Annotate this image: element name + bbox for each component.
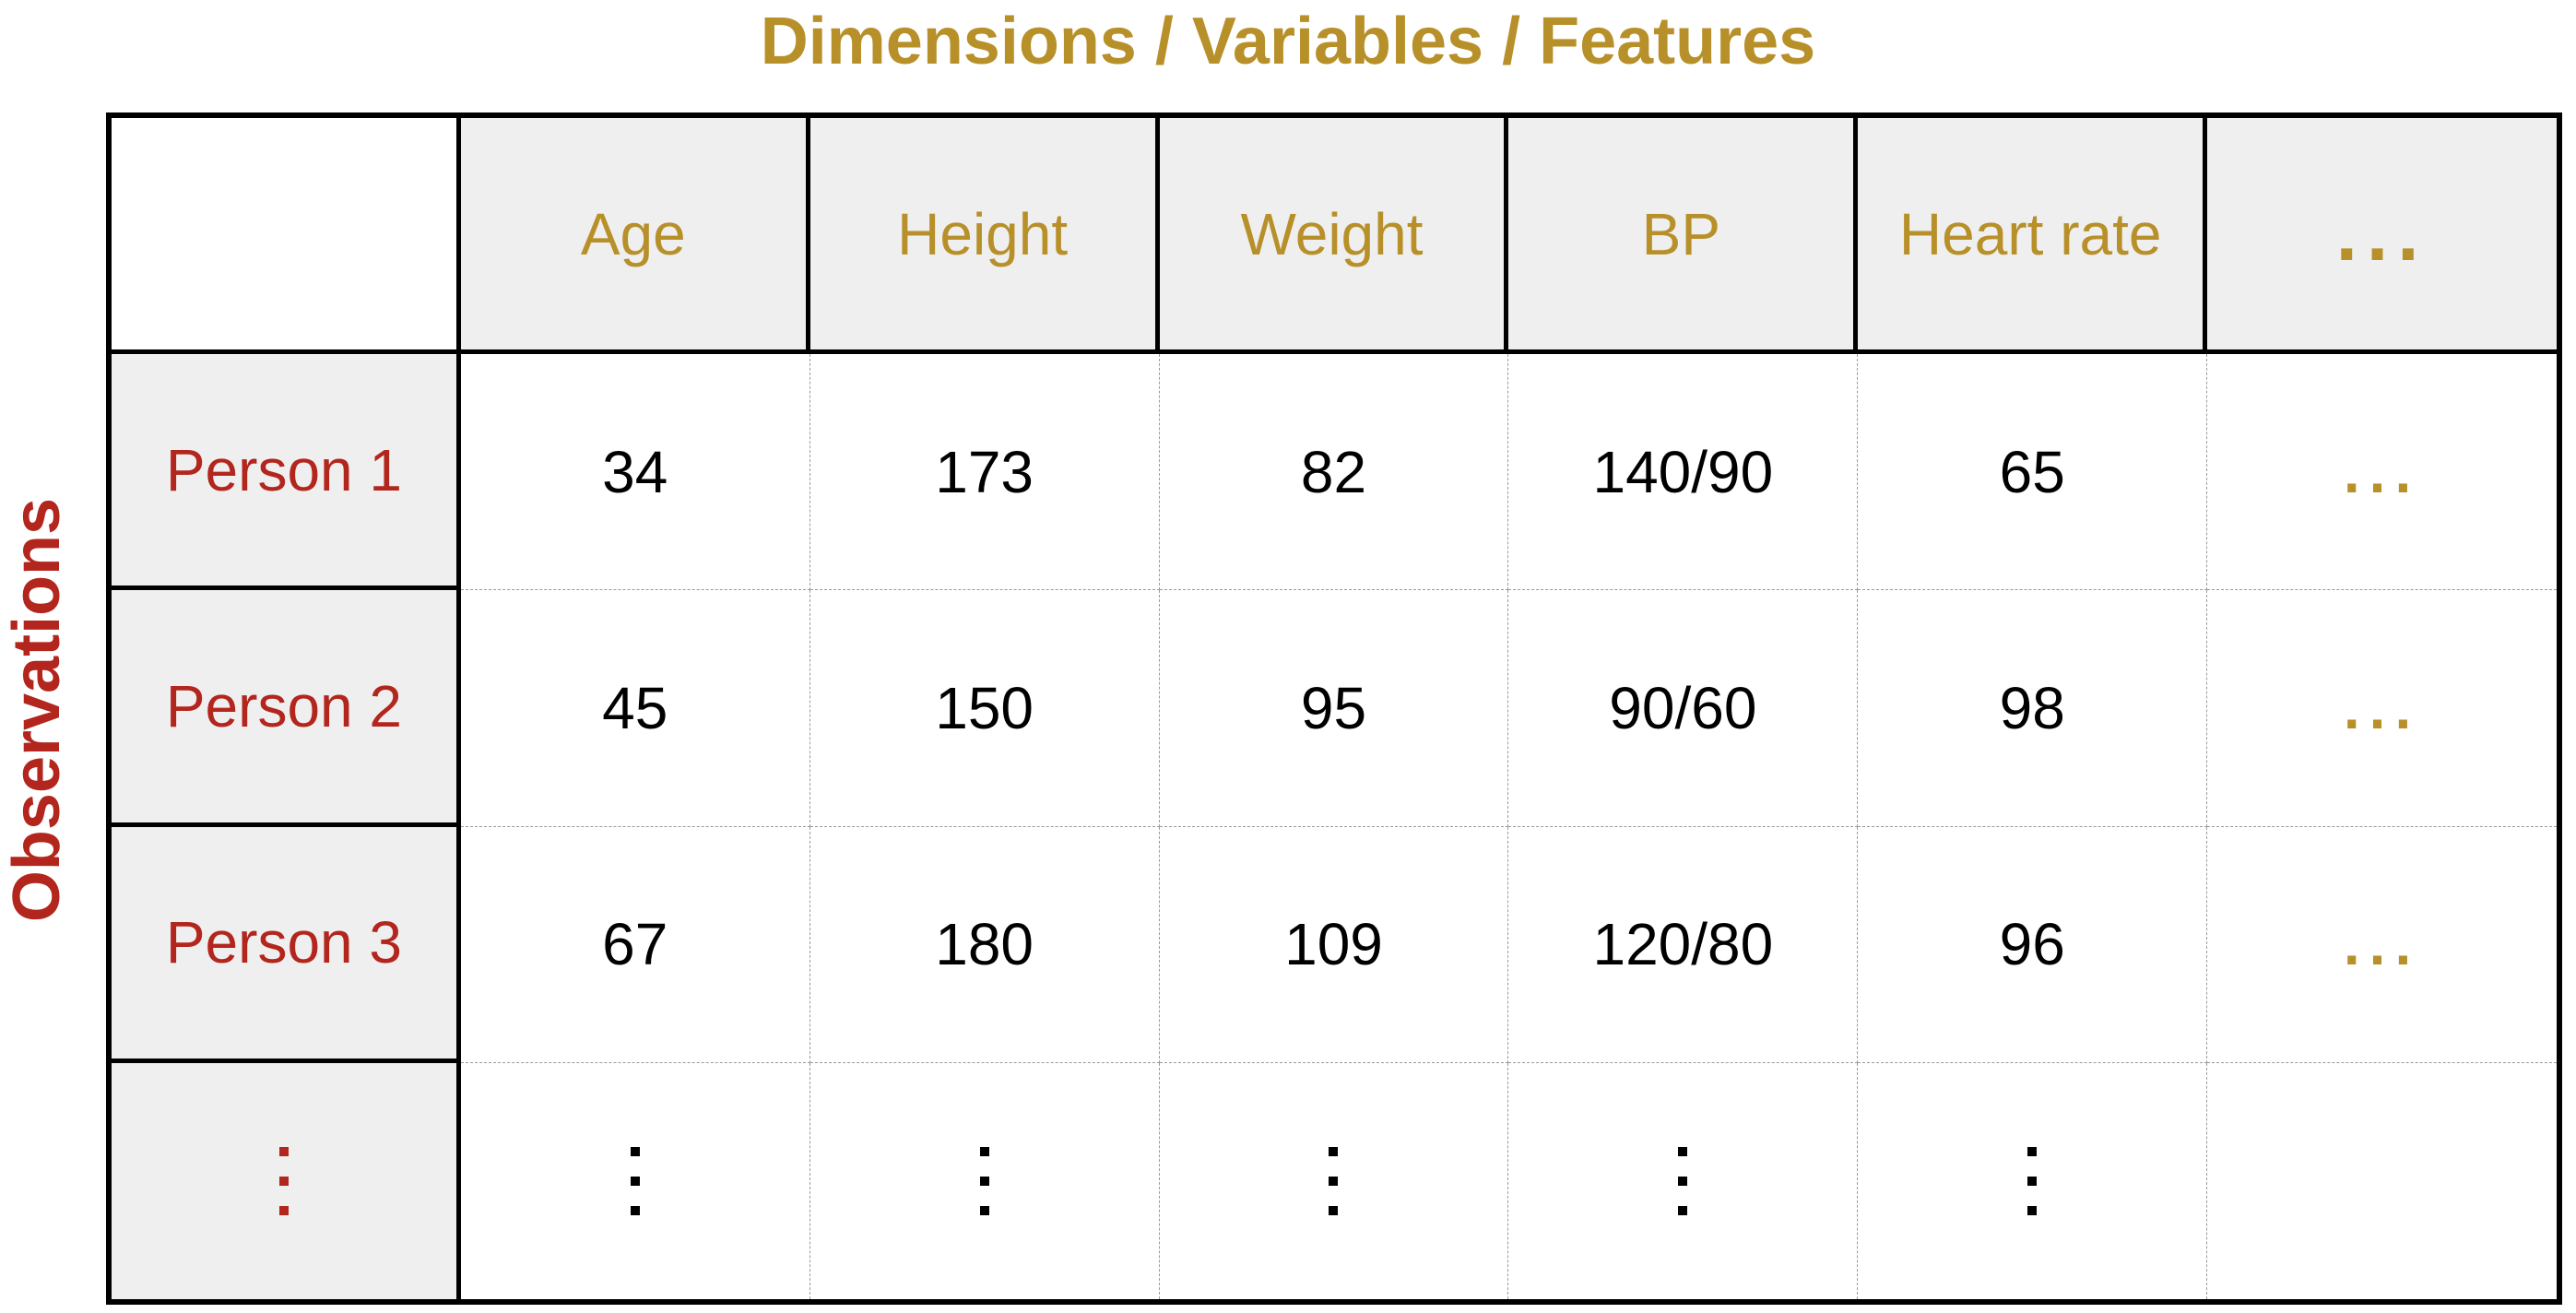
data-cell: 180 [809,826,1160,1063]
row-header-person-2: Person 2 [112,590,461,827]
more-values-ellipsis: ... [2343,438,2421,505]
data-cell: 98 [1858,590,2208,827]
data-cell-more [1160,1062,1509,1299]
data-cell: 82 [1159,354,1509,591]
data-cell: 65 [1858,354,2208,591]
data-cell-more: ... [2207,354,2557,591]
data-cell: 150 [809,590,1160,827]
more-columns-ellipsis: ... [2335,190,2428,278]
data-cell-more [1858,1062,2208,1299]
column-header-height: Height [809,118,1160,355]
data-cell: 140/90 [1508,354,1859,591]
vertical-ellipsis [1329,1146,1339,1215]
column-header-bp: BP [1508,118,1859,355]
more-values-ellipsis: ... [2343,911,2421,978]
vertical-ellipsis [1678,1146,1688,1215]
data-cell: 34 [460,354,810,591]
data-cell: 109 [1159,826,1509,1063]
column-header-weight: Weight [1159,118,1509,355]
vertical-ellipsis [979,1146,989,1215]
data-cell-empty [2207,1063,2557,1299]
more-values-ellipsis: ... [2343,674,2421,741]
data-cell-more [461,1062,810,1299]
data-matrix: Age Height Weight BP Heart rate ... Pers… [106,112,2562,1305]
vertical-ellipsis [2027,1146,2038,1215]
data-cell-more: ... [2207,590,2557,827]
data-cell: 45 [460,590,810,827]
row-header-person-1: Person 1 [112,354,461,591]
data-cell-more [810,1062,1160,1299]
vertical-ellipsis [630,1146,640,1215]
column-header-age: Age [460,118,810,355]
data-cell: 120/80 [1508,826,1859,1063]
data-cell-more: ... [2207,827,2557,1063]
data-cell-more [1508,1062,1859,1299]
row-header-more [112,1062,461,1299]
column-header-heart-rate: Heart rate [1858,118,2208,355]
corner-cell [112,118,461,355]
column-header-more: ... [2207,118,2557,355]
row-header-person-3: Person 3 [112,826,461,1063]
data-cell: 95 [1159,590,1509,827]
data-cell: 96 [1858,826,2208,1063]
observations-title: Observations [0,497,74,923]
more-rows-vertical-ellipsis [278,1146,289,1215]
data-cell: 173 [809,354,1160,591]
data-cell: 67 [460,826,810,1063]
data-cell: 90/60 [1508,590,1859,827]
features-title: Dimensions / Variables / Features [760,5,1816,78]
